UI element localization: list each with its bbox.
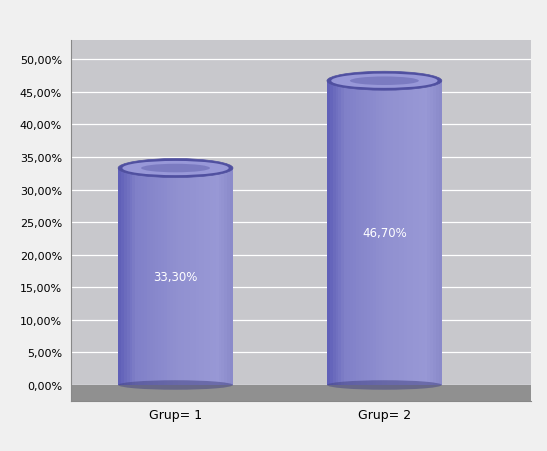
Text: 33,30%: 33,30% <box>153 271 197 283</box>
Bar <box>222 169 224 385</box>
Bar <box>135 169 138 385</box>
Bar <box>439 82 442 385</box>
Ellipse shape <box>123 161 229 176</box>
Bar <box>121 169 124 385</box>
Ellipse shape <box>118 159 233 178</box>
Ellipse shape <box>331 74 438 89</box>
Bar <box>419 82 422 385</box>
Bar <box>370 82 373 385</box>
Bar <box>430 82 433 385</box>
Bar <box>230 169 233 385</box>
Bar <box>416 82 419 385</box>
Bar <box>132 169 135 385</box>
Bar <box>130 169 132 385</box>
Bar <box>422 82 424 385</box>
Bar <box>118 169 121 385</box>
Bar <box>141 169 144 385</box>
Bar <box>210 169 213 385</box>
Bar <box>393 82 396 385</box>
Ellipse shape <box>118 380 233 390</box>
Bar <box>176 169 178 385</box>
Bar <box>216 169 219 385</box>
Text: 46,70%: 46,70% <box>362 227 407 240</box>
Bar <box>207 169 210 385</box>
Bar <box>399 82 401 385</box>
Bar <box>153 169 155 385</box>
Bar <box>173 169 176 385</box>
Polygon shape <box>71 385 531 401</box>
Bar <box>219 169 222 385</box>
Bar <box>347 82 350 385</box>
Bar <box>341 82 344 385</box>
Bar <box>367 82 370 385</box>
Bar <box>327 82 330 385</box>
Bar <box>408 82 410 385</box>
Bar <box>401 82 404 385</box>
Bar <box>413 82 416 385</box>
Bar <box>164 169 167 385</box>
Bar <box>181 169 184 385</box>
Bar <box>155 169 158 385</box>
Bar <box>404 82 408 385</box>
Bar <box>436 82 439 385</box>
Bar <box>387 82 390 385</box>
Bar <box>358 82 362 385</box>
Bar <box>335 82 339 385</box>
Bar <box>213 169 216 385</box>
Bar <box>199 169 201 385</box>
Bar <box>396 82 399 385</box>
Bar <box>147 169 150 385</box>
Bar <box>356 82 358 385</box>
Bar <box>376 82 379 385</box>
Bar <box>190 169 193 385</box>
Bar <box>433 82 436 385</box>
Bar <box>124 169 127 385</box>
Bar <box>170 169 173 385</box>
Bar <box>381 82 385 385</box>
Bar <box>204 169 207 385</box>
Bar <box>187 169 190 385</box>
Bar <box>201 169 204 385</box>
Bar <box>196 169 199 385</box>
Bar <box>193 169 196 385</box>
Bar <box>364 82 367 385</box>
Bar <box>167 169 170 385</box>
Bar <box>161 169 164 385</box>
Bar <box>184 169 187 385</box>
Bar <box>330 82 333 385</box>
Bar <box>227 169 230 385</box>
Bar <box>344 82 347 385</box>
Ellipse shape <box>141 165 210 173</box>
Bar <box>158 169 161 385</box>
Bar <box>353 82 356 385</box>
Ellipse shape <box>350 77 419 86</box>
Bar <box>390 82 393 385</box>
Bar <box>424 82 427 385</box>
Bar <box>350 82 353 385</box>
Bar <box>379 82 381 385</box>
Bar <box>144 169 147 385</box>
Bar <box>224 169 227 385</box>
Bar <box>362 82 364 385</box>
Bar <box>339 82 341 385</box>
Bar <box>178 169 181 385</box>
Bar <box>427 82 430 385</box>
Bar <box>127 169 130 385</box>
Bar <box>385 82 387 385</box>
Ellipse shape <box>327 380 442 390</box>
Ellipse shape <box>327 72 442 91</box>
Bar <box>333 82 335 385</box>
Bar <box>410 82 413 385</box>
Bar <box>150 169 153 385</box>
Bar <box>138 169 141 385</box>
Bar <box>373 82 376 385</box>
